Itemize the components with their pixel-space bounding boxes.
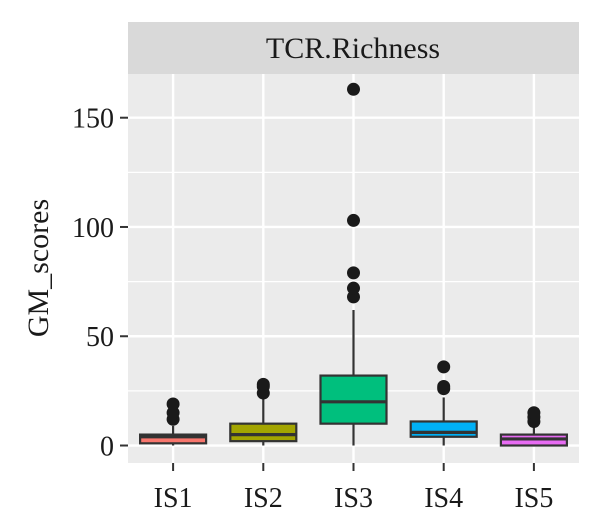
box-is4 [409,360,478,446]
box-is3 [319,82,388,446]
axes: 0 50 100 150 IS1 IS2 IS3 IS4 IS5 [72,104,553,514]
outlier-point [347,82,360,96]
y-axis-title: GM_scores [22,199,55,337]
x-tick-label: IS5 [514,483,553,514]
facet-strip-background [128,22,579,74]
x-tick-label: IS2 [244,483,283,514]
box-is2 [229,377,298,446]
outlier-point [347,266,360,280]
boxes [139,82,568,447]
box-body [229,422,298,443]
y-tick-label: 0 [100,432,114,463]
box-body [409,420,478,438]
x-tick-label: IS4 [424,483,463,514]
x-tick-label: IS3 [334,483,373,514]
outlier-point [166,397,180,411]
outlier-point [437,380,451,394]
outlier-point [347,213,360,227]
facet-strip-label: TCR.Richness [266,32,440,65]
y-tick-label: 50 [86,322,114,353]
box-body [139,433,208,445]
box-body [319,374,388,425]
outlier-point [437,360,451,374]
outlier-point [527,406,541,420]
y-tick-label: 150 [72,104,114,135]
y-tick-label: 100 [72,213,114,244]
x-tick-label: IS1 [154,483,193,514]
outlier-point [256,377,270,391]
box-is1 [139,397,208,446]
outlier-point [347,281,360,295]
box-is5 [499,406,568,447]
facet-strip: TCR.Richness [128,22,579,74]
